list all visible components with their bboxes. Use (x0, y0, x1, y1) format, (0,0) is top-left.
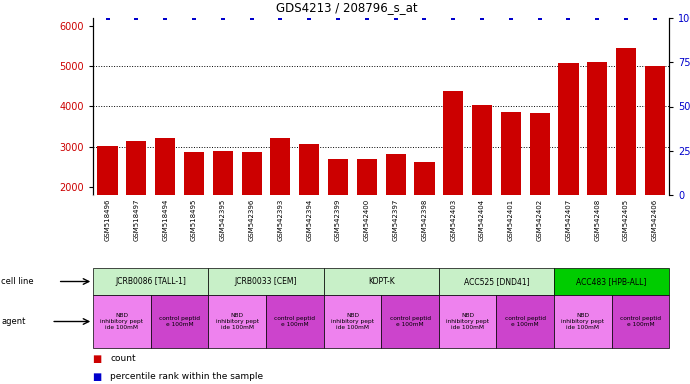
Bar (208, 295, 266, 348)
Text: GSM518494: GSM518494 (162, 199, 168, 241)
Bar (299, 144, 319, 267)
Bar (266, 295, 324, 348)
Bar (587, 62, 607, 267)
Text: GSM542395: GSM542395 (220, 199, 226, 241)
Point (362, 15, 373, 21)
Bar (155, 138, 175, 267)
Text: GSM542403: GSM542403 (451, 199, 456, 241)
Text: NBD
inhibitory pept
ide 100mM: NBD inhibitory pept ide 100mM (331, 313, 374, 330)
Point (217, 15, 228, 21)
Point (620, 15, 631, 21)
Bar (554, 295, 612, 348)
Text: NBD
inhibitory pept
ide 100mM: NBD inhibitory pept ide 100mM (216, 313, 259, 330)
Point (649, 15, 660, 21)
Text: GSM542398: GSM542398 (422, 199, 427, 241)
Point (419, 15, 430, 21)
Text: GSM518497: GSM518497 (133, 199, 139, 241)
Text: GSM518496: GSM518496 (105, 199, 110, 241)
Text: GSM542408: GSM542408 (594, 199, 600, 241)
Bar (324, 295, 381, 348)
Point (505, 15, 516, 21)
Bar (270, 138, 290, 267)
Bar (324, 268, 439, 295)
Text: control peptid
e 100mM: control peptid e 100mM (159, 316, 200, 327)
Bar (151, 295, 208, 348)
Bar (501, 112, 521, 267)
Bar (184, 152, 204, 267)
Text: agent: agent (1, 317, 26, 326)
Bar (558, 63, 578, 267)
Text: GSM542396: GSM542396 (248, 199, 255, 241)
Text: control peptid
e 100mM: control peptid e 100mM (620, 316, 661, 327)
Text: GSM542407: GSM542407 (566, 199, 571, 241)
Point (246, 15, 257, 21)
Text: GSM542405: GSM542405 (623, 199, 629, 241)
Text: control peptid
e 100mM: control peptid e 100mM (505, 316, 546, 327)
Text: GSM542402: GSM542402 (537, 199, 542, 241)
Text: GSM542397: GSM542397 (393, 199, 399, 241)
Bar (472, 105, 492, 267)
Bar (616, 48, 636, 267)
Bar (208, 268, 324, 295)
Point (131, 15, 142, 21)
Text: ACC525 [DND41]: ACC525 [DND41] (464, 277, 529, 286)
Bar (439, 295, 497, 348)
Point (563, 15, 574, 21)
Text: GSM542394: GSM542394 (306, 199, 312, 241)
Text: GSM542404: GSM542404 (479, 199, 485, 241)
Point (333, 15, 344, 21)
Text: GSM542393: GSM542393 (277, 199, 284, 241)
Text: GSM518495: GSM518495 (191, 199, 197, 241)
Point (304, 15, 315, 21)
Text: ACC483 [HPB-ALL]: ACC483 [HPB-ALL] (577, 277, 647, 286)
Bar (497, 295, 554, 348)
Text: control peptid
e 100mM: control peptid e 100mM (390, 316, 431, 327)
Text: KOPT-K: KOPT-K (368, 277, 395, 286)
Text: count: count (110, 354, 136, 363)
Point (188, 15, 199, 21)
Bar (415, 162, 435, 267)
Point (390, 15, 401, 21)
Bar (126, 141, 146, 267)
Text: JCRB0033 [CEM]: JCRB0033 [CEM] (235, 277, 297, 286)
Text: ■: ■ (93, 372, 106, 382)
Bar (645, 66, 665, 267)
Text: cell line: cell line (1, 277, 34, 286)
Bar (386, 154, 406, 267)
Text: ■: ■ (93, 354, 106, 364)
Point (592, 15, 603, 21)
Text: control peptid
e 100mM: control peptid e 100mM (275, 316, 315, 327)
Bar (97, 146, 117, 267)
Bar (530, 113, 550, 267)
Bar (381, 295, 439, 348)
Text: GSM542406: GSM542406 (652, 199, 658, 241)
Bar (554, 268, 669, 295)
Point (102, 15, 113, 21)
Text: percentile rank within the sample: percentile rank within the sample (110, 372, 264, 381)
Point (477, 15, 488, 21)
Text: GSM542400: GSM542400 (364, 199, 370, 241)
Bar (357, 159, 377, 267)
Bar (439, 268, 554, 295)
Point (275, 15, 286, 21)
Text: JCRB0086 [TALL-1]: JCRB0086 [TALL-1] (115, 277, 186, 286)
Text: NBD
inhibitory pept
ide 100mM: NBD inhibitory pept ide 100mM (562, 313, 604, 330)
Text: GSM542401: GSM542401 (508, 199, 514, 241)
Text: GDS4213 / 208796_s_at: GDS4213 / 208796_s_at (276, 1, 417, 14)
Text: NBD
inhibitory pept
ide 100mM: NBD inhibitory pept ide 100mM (101, 313, 144, 330)
Point (448, 15, 459, 21)
Bar (241, 152, 262, 267)
Point (534, 15, 545, 21)
Text: GSM542399: GSM542399 (335, 199, 341, 241)
Bar (443, 91, 463, 267)
Bar (93, 268, 208, 295)
Bar (213, 151, 233, 267)
Point (159, 15, 170, 21)
Bar (611, 295, 669, 348)
Text: NBD
inhibitory pept
ide 100mM: NBD inhibitory pept ide 100mM (446, 313, 489, 330)
Bar (328, 159, 348, 267)
Bar (93, 295, 151, 348)
